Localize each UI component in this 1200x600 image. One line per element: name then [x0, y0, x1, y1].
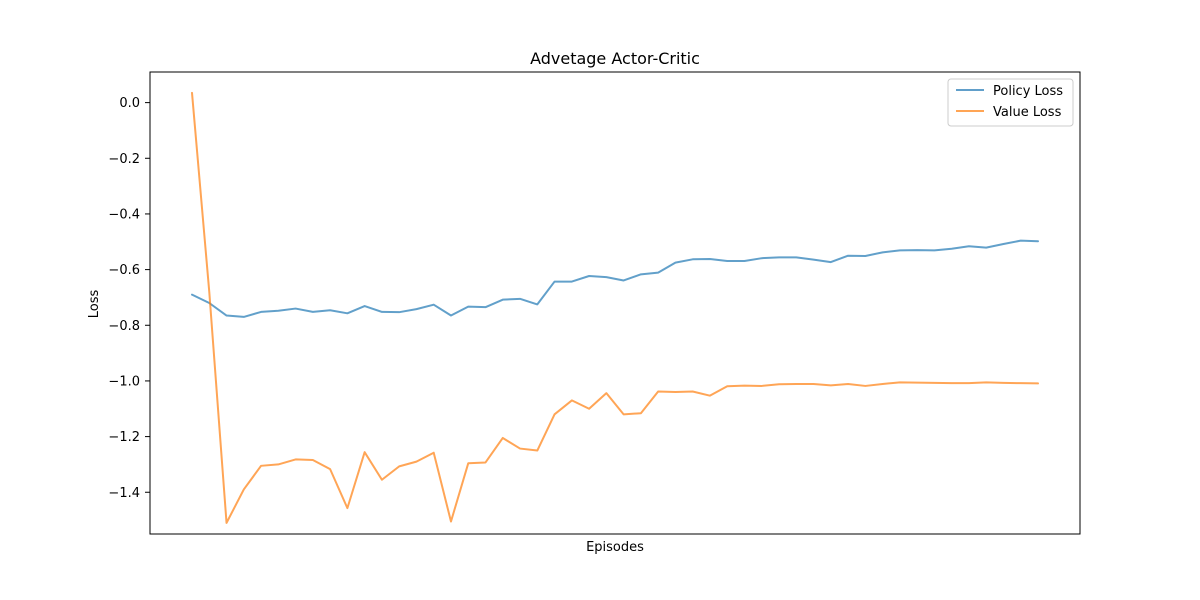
plot-frame — [150, 72, 1080, 534]
y-tick-label: −1.4 — [108, 486, 140, 501]
legend-label-policy-loss: Policy Loss — [993, 84, 1063, 99]
y-tick-label: −0.2 — [108, 152, 140, 167]
y-tick-label: −1.2 — [108, 430, 140, 445]
x-axis-title: Episodes — [586, 540, 644, 555]
y-tick-label: −0.4 — [108, 207, 140, 222]
chart-title: Advetage Actor-Critic — [530, 49, 700, 68]
y-axis-title: Loss — [87, 290, 102, 319]
y-axis-ticks: 0.0 −0.2 −0.4 −0.6 −0.8 −1.0 −1.2 −1.4 — [108, 96, 150, 501]
legend-label-value-loss: Value Loss — [993, 105, 1062, 120]
legend: Policy Loss Value Loss — [948, 79, 1073, 126]
series-line-policy-loss — [192, 241, 1038, 317]
y-tick-label: −0.6 — [108, 263, 140, 278]
series-layer — [192, 93, 1038, 523]
y-tick-label: 0.0 — [119, 96, 140, 111]
y-tick-label: −1.0 — [108, 374, 140, 389]
y-tick-label: −0.8 — [108, 319, 140, 334]
series-line-value-loss — [192, 93, 1038, 523]
